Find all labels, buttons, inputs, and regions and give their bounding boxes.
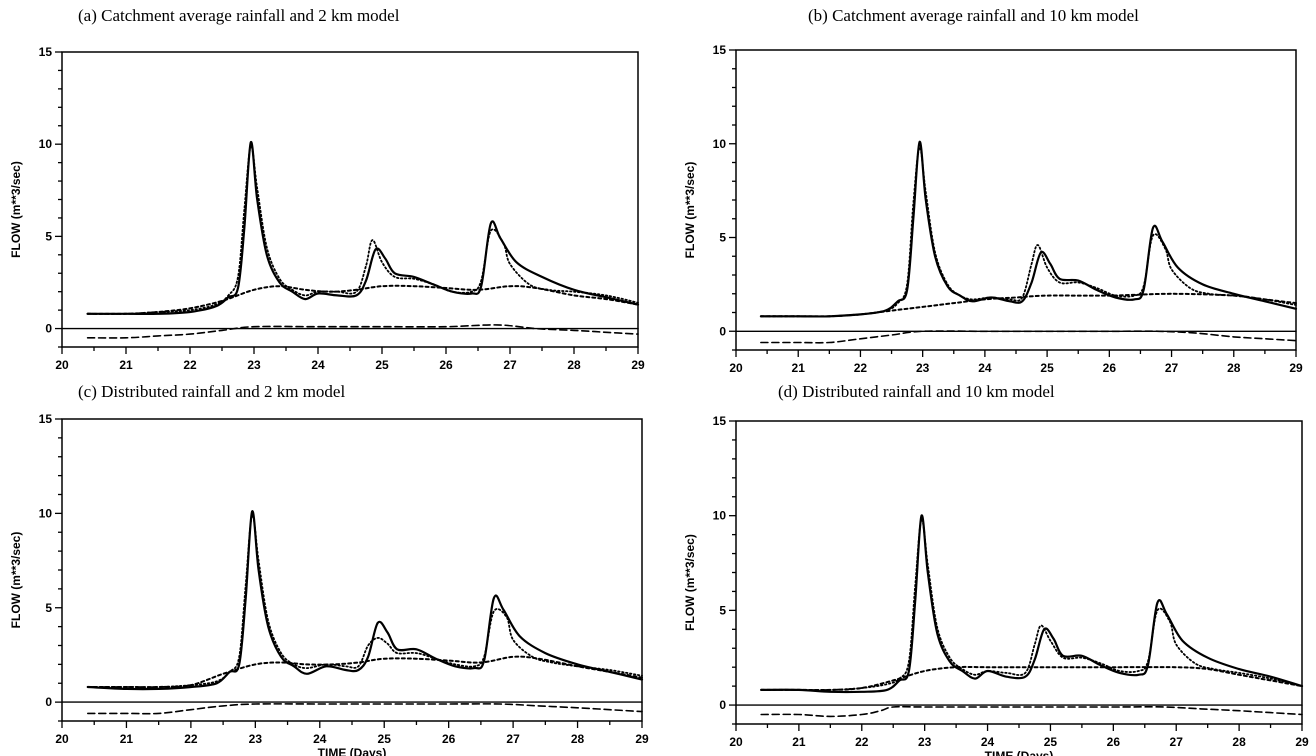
y-tick-label: 10 (39, 506, 53, 520)
y-tick-label: 0 (719, 698, 726, 712)
y-tick-label: 15 (39, 45, 53, 59)
y-tick-label: 5 (45, 229, 52, 243)
x-tick-label: 28 (1232, 735, 1246, 749)
x-tick-label: 22 (855, 735, 869, 749)
x-tick-label: 23 (249, 732, 263, 746)
x-tick-label: 26 (442, 732, 456, 746)
y-tick-label: 10 (713, 509, 727, 523)
y-tick-label: 0 (45, 322, 52, 336)
series-line-solid (759, 140, 1298, 318)
series-line-short-dash (759, 292, 1297, 318)
x-tick-label: 21 (119, 358, 133, 372)
x-tick-label: 20 (55, 732, 69, 746)
x-tick-label: 26 (1103, 361, 1117, 375)
chart-svg: 20 21 22 23 24 25 26 27 28 29 0 5 10 15 FLOW (m**3/sec… (683, 414, 1309, 756)
series-line-short-dash (760, 665, 1303, 692)
chart-svg: 20 21 22 23 24 25 26 27 28 29 0 5 10 15 FLOW (m**3/sec… (9, 45, 645, 372)
series-line-long-dash (87, 703, 643, 715)
plot-frame (735, 49, 1297, 351)
x-tick-label: 25 (375, 358, 389, 372)
y-axis-label: FLOW (m**3/sec) (683, 534, 697, 631)
x-tick-label: 28 (571, 732, 585, 746)
x-tick-label: 24 (311, 358, 325, 372)
x-tick-label: 22 (184, 732, 198, 746)
x-tick-label: 27 (506, 732, 520, 746)
y-tick-label: 15 (713, 43, 727, 57)
chart-panel-d: (d) Distributed rainfall and 10 km model… (658, 378, 1316, 756)
chart-svg: 20 21 22 23 24 25 26 27 28 29 0 5 10 15 FLOW (m**3/sec… (683, 43, 1303, 375)
x-tick-label: 24 (978, 361, 992, 375)
chart-title: (b) Catchment average rainfall and 10 km… (808, 6, 1139, 25)
series-line-solid (760, 514, 1304, 694)
y-tick-label: 5 (45, 601, 52, 615)
series-line-long-dash (86, 324, 639, 339)
x-tick-label: 23 (918, 735, 932, 749)
x-tick-label: 23 (247, 358, 261, 372)
x-tick-label: 28 (1227, 361, 1241, 375)
x-tick-label: 21 (792, 735, 806, 749)
series-line-dotted (86, 145, 639, 315)
series-line-short-dash (86, 655, 643, 689)
series-line-dotted (86, 514, 643, 689)
x-tick-label: 20 (729, 361, 743, 375)
plot-frame (61, 51, 639, 348)
x-tick-label: 22 (183, 358, 197, 372)
x-tick-label: 27 (1170, 735, 1184, 749)
x-tick-label: 25 (1040, 361, 1054, 375)
series-line-dotted (760, 146, 1297, 318)
y-tick-label: 10 (713, 137, 727, 151)
plot-frame (61, 418, 643, 722)
series-line-long-dash (760, 705, 1303, 718)
x-tick-label: 29 (631, 358, 645, 372)
y-tick-label: 0 (45, 695, 52, 709)
x-tick-label: 24 (981, 735, 995, 749)
x-tick-label: 23 (916, 361, 930, 375)
x-tick-label: 29 (635, 732, 649, 746)
y-tick-label: 5 (719, 231, 726, 245)
x-axis-label: TIME (Days) (318, 746, 387, 756)
series-line-solid (86, 141, 640, 316)
y-tick-label: 15 (713, 414, 727, 428)
x-tick-label: 26 (1107, 735, 1121, 749)
chart-panel-b: (b) Catchment average rainfall and 10 km… (658, 0, 1316, 378)
chart-title: (d) Distributed rainfall and 10 km model (778, 382, 1055, 401)
y-tick-label: 5 (719, 603, 726, 617)
x-tick-label: 21 (792, 361, 806, 375)
x-tick-label: 28 (567, 358, 581, 372)
y-axis-label: FLOW (m**3/sec) (683, 162, 697, 259)
y-axis-label: FLOW (m**3/sec) (9, 532, 23, 629)
x-tick-label: 27 (1165, 361, 1179, 375)
y-tick-label: 15 (39, 412, 53, 426)
y-tick-label: 10 (39, 137, 53, 151)
x-tick-label: 20 (729, 735, 743, 749)
chart-title: (c) Distributed rainfall and 2 km model (78, 382, 346, 401)
x-tick-label: 25 (378, 732, 392, 746)
chart-title: (a) Catchment average rainfall and 2 km … (78, 6, 400, 25)
chart-panel-a: (a) Catchment average rainfall and 2 km … (0, 0, 658, 378)
x-tick-label: 29 (1289, 361, 1303, 375)
y-tick-label: 0 (719, 324, 726, 338)
x-tick-label: 29 (1295, 735, 1309, 749)
y-axis-label: FLOW (m**3/sec) (9, 161, 23, 258)
series-line-long-dash (760, 330, 1297, 344)
x-tick-label: 22 (854, 361, 868, 375)
x-tick-label: 25 (1044, 735, 1058, 749)
x-tick-label: 26 (439, 358, 453, 372)
chart-panel-c: (c) Distributed rainfall and 2 km model … (0, 378, 658, 756)
series-line-dotted (760, 518, 1303, 691)
x-tick-label: 24 (313, 732, 327, 746)
chart-svg: 20 21 22 23 24 25 26 27 28 29 0 5 10 15 FLOW (m**3/sec… (9, 412, 649, 756)
x-tick-label: 27 (503, 358, 517, 372)
series-line-short-dash (86, 284, 639, 315)
x-axis-label: TIME (Days) (985, 749, 1054, 756)
x-tick-label: 21 (120, 732, 134, 746)
x-tick-label: 20 (55, 358, 69, 372)
series-line-solid (86, 510, 644, 691)
